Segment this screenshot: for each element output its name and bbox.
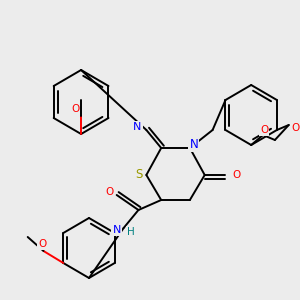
- Text: O: O: [106, 187, 114, 197]
- Text: N: N: [133, 122, 141, 132]
- Text: H: H: [127, 227, 134, 237]
- Text: O: O: [71, 104, 79, 114]
- Text: N: N: [112, 225, 121, 235]
- Text: N: N: [189, 137, 198, 151]
- Text: O: O: [260, 125, 268, 135]
- Text: O: O: [292, 123, 300, 133]
- Text: O: O: [232, 170, 241, 180]
- Text: S: S: [135, 169, 142, 182]
- Text: O: O: [38, 239, 47, 249]
